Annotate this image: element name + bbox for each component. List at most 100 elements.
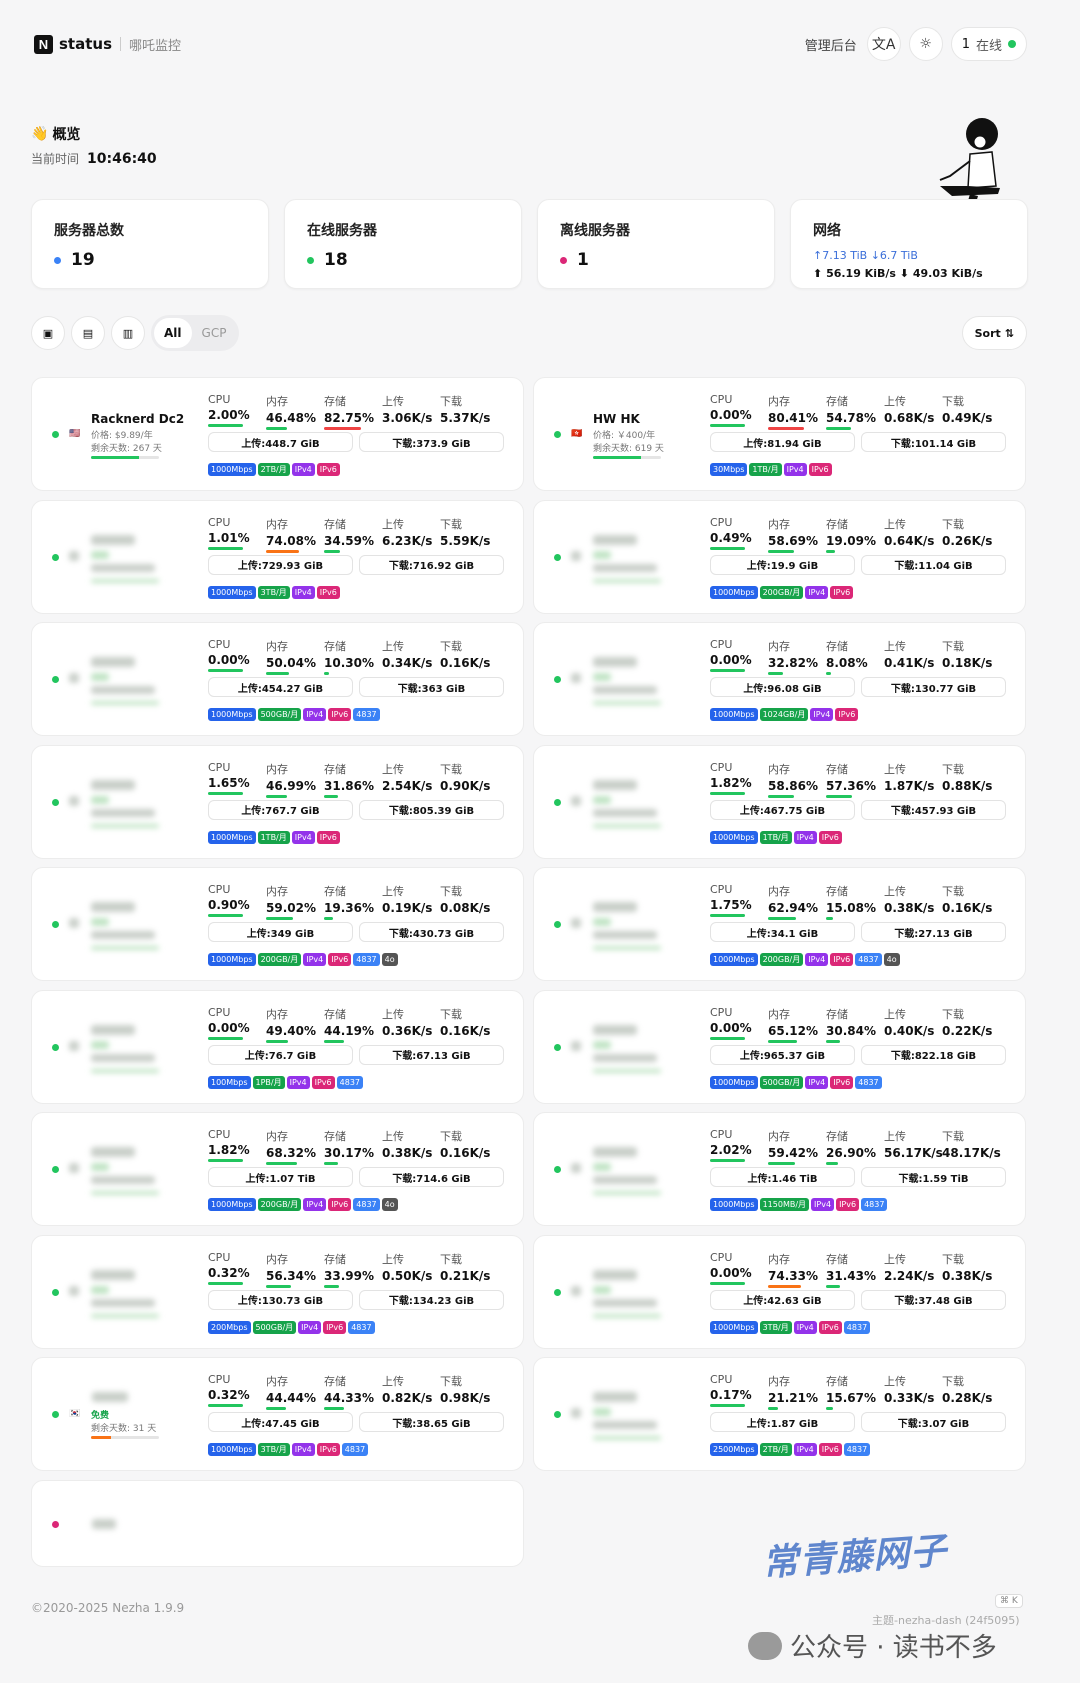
brand-subtitle: 哪吒监控	[129, 38, 182, 54]
metric-cpu-value: 0.49%	[710, 530, 752, 545]
server-card[interactable]: CPU 0.00% 内存 74.33% 存储 31.43% 上传 2.24K/s…	[533, 1234, 1026, 1349]
download-total-pill: 下载:38.65 GiB	[359, 1412, 504, 1432]
server-card[interactable]: CPU 1.65% 内存 46.99% 存储 31.86% 上传 2.54K/s…	[31, 744, 524, 859]
server-card[interactable]: CPU 1.82% 内存 58.86% 存储 57.36% 上传 1.87K/s…	[533, 744, 1026, 859]
server-tags: 1000Mbps 3TB/月 IPv4 IPv6	[208, 585, 340, 599]
blurred-days	[593, 686, 657, 694]
chart-view-button[interactable]: ▤	[71, 316, 105, 350]
server-card[interactable]: 🇺🇸 Racknerd Dc2 价格: $9.89/年 剩余天数: 267 天 CPU…	[31, 377, 524, 491]
upload-total-pill: 上传:349 GiB	[208, 922, 353, 942]
total-servers-label: 服务器总数	[54, 223, 124, 239]
tab-gcp[interactable]: GCP	[201, 326, 227, 340]
server-tag: IPv4	[811, 1198, 835, 1211]
metric-cpu-label: CPU	[710, 1128, 733, 1141]
metric-disk-label: 存储	[826, 640, 848, 653]
metric-disk-value: 34.59%	[324, 533, 374, 548]
sort-button[interactable]: Sort ⇅	[961, 316, 1027, 350]
metric-mem-value: 59.42%	[768, 1146, 818, 1160]
upload-total-pill: 上传:467.75 GiB	[710, 799, 855, 820]
metric-disk-label: 存储	[324, 1375, 346, 1388]
map-view-button[interactable]: ▣	[31, 316, 65, 350]
blurred-name	[593, 657, 637, 667]
wechat-icon	[748, 1631, 782, 1660]
online-users-badge[interactable]: 1 在线	[950, 27, 1027, 61]
server-card[interactable]: CPU 0.00% 内存 49.40% 存储 44.19% 上传 0.36K/s…	[31, 989, 524, 1104]
blurred-flag	[69, 795, 79, 806]
nezha-logo-icon[interactable]: N	[34, 34, 53, 54]
metric-cpu-value: 0.00%	[208, 653, 250, 667]
server-card[interactable]: CPU 0.00% 内存 50.04% 存储 10.30% 上传 0.34K/s…	[31, 622, 524, 736]
offline-servers-card[interactable]: 离线服务器 1	[537, 199, 775, 289]
server-card[interactable]: 🇰🇷 免费 剩余天数: 31 天 CPU 0.32% 内存 44.44% 存储 44…	[31, 1357, 524, 1471]
offline-server-card[interactable]	[31, 1480, 524, 1567]
online-status-dot	[52, 798, 59, 806]
server-card[interactable]: CPU 0.49% 内存 58.69% 存储 19.09% 上传 0.64K/s…	[533, 499, 1026, 614]
server-card[interactable]: CPU 1.82% 内存 68.32% 存储 30.17% 上传 0.38K/s…	[31, 1112, 524, 1226]
blurred-bar	[91, 946, 159, 950]
online-status-dot	[52, 1288, 59, 1296]
metric-up: 上传 0.36K/s	[382, 1006, 438, 1038]
tab-all[interactable]: All	[154, 318, 192, 348]
admin-link[interactable]: 管理后台	[804, 38, 857, 54]
brand-title[interactable]: status	[59, 35, 112, 53]
server-tag: IPv6	[328, 953, 352, 966]
server-card[interactable]: CPU 0.32% 内存 56.34% 存储 33.99% 上传 0.50K/s…	[31, 1234, 524, 1349]
server-tags: 1000Mbps 500GB/月 IPv4 IPv6 4837	[208, 708, 380, 721]
server-card[interactable]: CPU 0.00% 内存 65.12% 存储 30.84% 上传 0.40K/s…	[533, 989, 1026, 1104]
metric-mem-bar	[266, 1407, 286, 1410]
wechat-watermark: 公众号 · 读书不多	[748, 1627, 997, 1664]
download-total-pill: 下载:373.9 GiB	[359, 432, 504, 452]
blurred-name	[593, 1269, 637, 1280]
metric-disk: 存储 19.09%	[826, 516, 882, 553]
metric-up-value: 2.54K/s	[382, 778, 433, 793]
metric-down: 下载 0.16K/s	[440, 638, 496, 670]
metric-disk-value: 31.86%	[324, 778, 374, 793]
metric-up-label: 上传	[382, 885, 404, 898]
metric-mem-label: 内存	[768, 1375, 790, 1388]
metric-disk-bar	[324, 1162, 338, 1165]
metric-mem: 内存 58.86%	[768, 761, 824, 798]
metric-mem-bar	[266, 427, 287, 430]
server-card[interactable]: CPU 0.90% 内存 59.02% 存储 19.36% 上传 0.19K/s…	[31, 867, 524, 981]
grid-view-button[interactable]: ▥	[111, 316, 145, 350]
network-card[interactable]: 网络 ↑7.13 TiB ↓6.7 TiB ⬆ 56.19 KiB/s ⬇ 49…	[790, 199, 1028, 289]
online-status-dot	[554, 798, 561, 806]
server-tag: IPv6	[328, 708, 352, 721]
online-status-dot	[554, 1043, 561, 1051]
metric-cpu: CPU 0.00%	[710, 638, 766, 672]
server-card[interactable]: CPU 1.75% 内存 62.94% 存储 15.08% 上传 0.38K/s…	[533, 867, 1026, 981]
metric-mem-bar	[768, 427, 805, 430]
metric-cpu: CPU 0.00%	[208, 638, 264, 672]
language-button[interactable]: 文A	[866, 27, 901, 61]
online-status-dot	[52, 1043, 59, 1051]
metric-mem-value: 62.94%	[768, 901, 818, 915]
online-servers-card[interactable]: 在线服务器 18	[284, 199, 522, 289]
server-card[interactable]: CPU 1.01% 内存 74.08% 存储 34.59% 上传 6.23K/s…	[31, 499, 524, 614]
metric-disk-bar	[324, 672, 329, 675]
server-card[interactable]: 🇭🇰 HW HK 价格: ￥400/年 剩余天数: 619 天 CPU 0.00% 内…	[533, 377, 1026, 491]
metric-down: 下载 0.49K/s	[942, 393, 998, 425]
server-card[interactable]: CPU 0.17% 内存 21.21% 存储 15.67% 上传 0.33K/s…	[533, 1357, 1026, 1471]
blurred-flag	[571, 1163, 581, 1173]
metric-down: 下载 0.08K/s	[440, 883, 496, 915]
blurred-bar	[91, 1313, 159, 1318]
metric-cpu-label: CPU	[208, 883, 231, 896]
theme-toggle-button[interactable]: ☼	[908, 27, 943, 61]
network-label: 网络	[813, 223, 841, 239]
upload-total-pill: 上传:42.63 GiB	[710, 1289, 855, 1310]
server-tag: 4o	[381, 1198, 398, 1211]
server-card[interactable]: CPU 2.02% 内存 59.42% 存储 26.90% 上传 56.17K/…	[533, 1112, 1026, 1226]
metric-mem-label: 内存	[266, 762, 288, 776]
server-tag: 1000Mbps	[208, 585, 256, 599]
metric-cpu: CPU 1.01%	[208, 516, 264, 550]
metric-mem: 内存 62.94%	[768, 883, 824, 920]
server-tag: 30Mbps	[710, 463, 748, 476]
total-servers-card[interactable]: 服务器总数 19	[31, 199, 269, 289]
metric-disk-bar	[324, 794, 339, 798]
sort-label: Sort	[974, 326, 1001, 340]
blurred-flag	[571, 673, 581, 683]
command-shortcut[interactable]: ⌘ K	[995, 1594, 1023, 1608]
server-tag: IPv4	[303, 953, 327, 966]
server-card[interactable]: CPU 0.00% 内存 32.82% 存储 8.08% 上传 0.41K/s …	[533, 622, 1026, 736]
metric-mem-label: 内存	[266, 517, 288, 531]
